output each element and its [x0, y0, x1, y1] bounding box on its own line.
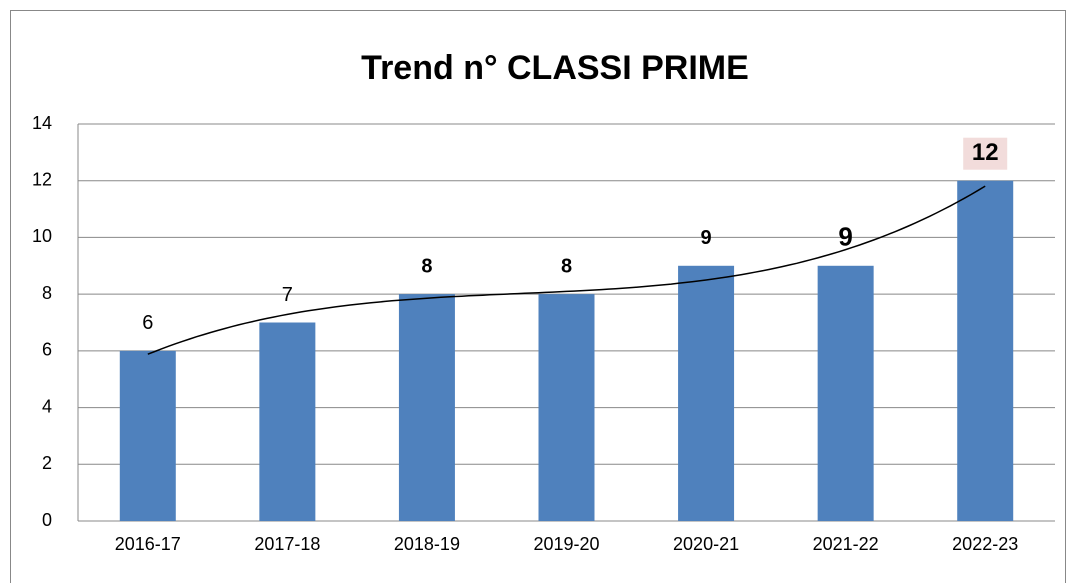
bar — [678, 265, 735, 521]
x-tick-label: 2021-22 — [813, 534, 879, 554]
bar — [817, 265, 874, 521]
y-tick-label: 8 — [42, 283, 52, 303]
data-label: 9 — [838, 222, 852, 252]
bar — [398, 294, 455, 521]
y-tick-label: 0 — [42, 510, 52, 530]
data-label: 6 — [142, 312, 153, 334]
trendline — [147, 185, 986, 355]
bar — [119, 350, 176, 521]
x-tick-label: 2022-23 — [952, 534, 1018, 554]
data-label: 7 — [282, 284, 293, 306]
x-tick-label: 2016-17 — [115, 534, 181, 554]
y-tick-label: 14 — [32, 113, 52, 133]
chart-title: Trend n° CLASSI PRIME — [361, 49, 749, 87]
y-tick-label: 2 — [42, 453, 52, 473]
data-label: 8 — [421, 255, 432, 277]
y-tick-label: 12 — [32, 169, 52, 189]
data-label: 8 — [561, 255, 572, 277]
bar — [259, 322, 316, 521]
data-label: 12 — [972, 139, 999, 166]
x-tick-label: 2019-20 — [533, 534, 599, 554]
data-label-box — [963, 137, 1008, 170]
data-label: 9 — [701, 227, 712, 249]
y-tick-label: 6 — [42, 340, 52, 360]
x-tick-label: 2018-19 — [394, 534, 460, 554]
bar — [957, 180, 1014, 521]
x-tick-label: 2020-21 — [673, 534, 739, 554]
y-tick-label: 10 — [32, 226, 52, 246]
bar — [538, 294, 595, 521]
y-tick-label: 4 — [42, 396, 52, 416]
x-tick-label: 2017-18 — [254, 534, 320, 554]
chart-border — [10, 10, 1066, 583]
